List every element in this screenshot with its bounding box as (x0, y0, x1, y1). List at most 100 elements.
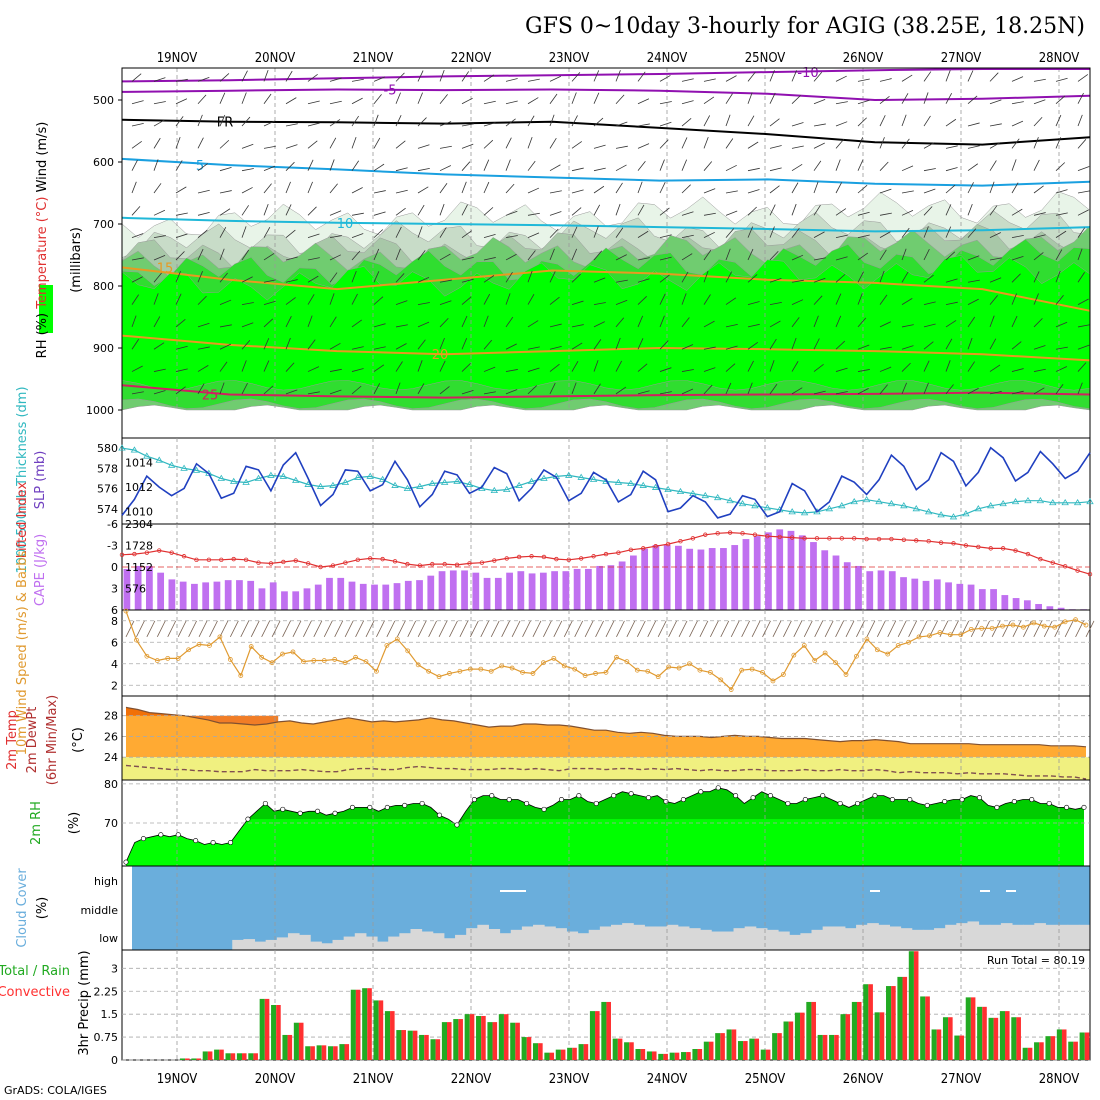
wind-barb (439, 203, 445, 216)
precip-total-bar (999, 1011, 1006, 1060)
precip-total-bar (897, 976, 903, 1060)
rh2m-point (820, 793, 826, 799)
rh2m-point (593, 800, 599, 806)
low-cloud-bar (666, 924, 679, 950)
wind-barb (989, 391, 1002, 395)
cape-bar (1023, 600, 1031, 610)
rh2m-fill (126, 819, 1084, 866)
wind-barb (549, 211, 562, 216)
wind-barb (659, 340, 669, 350)
thickness-line (121, 447, 1091, 518)
thickness-point (490, 486, 499, 494)
precip-total-bar (248, 1053, 254, 1060)
precip-total-bar (1056, 1029, 1062, 1060)
wind-barb (725, 138, 734, 149)
wind-barb (1077, 114, 1083, 127)
temp-tick-label: 24 (104, 751, 118, 764)
cape-bar (753, 536, 761, 610)
wind-barb (219, 92, 226, 104)
wind-barb (395, 72, 405, 82)
precip-conv-bar (743, 1041, 748, 1060)
wind-barb (989, 232, 1001, 239)
li-point (839, 536, 844, 541)
rh2m-point (924, 802, 930, 808)
wind-barb (527, 294, 535, 305)
cape-bar (866, 571, 874, 610)
wind-barb (439, 360, 446, 372)
wind-speed-point (520, 669, 525, 675)
precip-conv-bar (515, 1022, 520, 1060)
wind-barb (197, 365, 209, 372)
wind-barb (835, 340, 846, 350)
wind-barb (241, 383, 248, 395)
temp-tick-label: 28 (104, 710, 118, 723)
wind-barb (285, 144, 298, 149)
wind-barb (857, 293, 863, 305)
wind-barb (153, 272, 162, 283)
wind-barb (615, 337, 621, 350)
precip-conv-bar (948, 1017, 953, 1060)
wind-barb (428, 620, 437, 638)
precip-conv-bar (424, 1034, 429, 1060)
cloud-level-label: low (99, 932, 118, 945)
wind-barb (351, 385, 362, 395)
wind-barb (791, 254, 804, 261)
wind-barb (461, 181, 467, 194)
wind-barb (703, 294, 711, 305)
precip-total-bar (384, 1011, 391, 1060)
wind-barb (615, 254, 627, 261)
wind-speed-point (812, 658, 818, 663)
wind-barb (659, 234, 672, 239)
li-point (641, 546, 646, 551)
wind-speed-point (290, 649, 296, 655)
low-cloud-bar (833, 926, 846, 950)
li-point (442, 561, 447, 567)
wind-barb (553, 620, 563, 638)
low-cloud-bar (388, 936, 400, 950)
wind-barb (307, 391, 320, 395)
date-label: 23NOV (549, 1072, 590, 1087)
cape-bar (607, 565, 615, 610)
low-cloud-bar (633, 924, 645, 950)
wind-barb (461, 315, 468, 328)
wind-barb (549, 271, 556, 283)
precip-total-bar (658, 1053, 664, 1060)
thickness-point (651, 483, 660, 490)
precip-conv-bar (390, 1011, 395, 1060)
li-tick-label: 6 (111, 604, 118, 617)
wind-barb (769, 92, 776, 104)
wind-barb (747, 323, 760, 328)
thickness-point (118, 444, 126, 451)
wind-barb (307, 159, 314, 171)
wind-barb (263, 300, 276, 305)
wind-speed-point (1052, 624, 1058, 630)
wind-barb (593, 167, 606, 172)
wind-barb (637, 363, 648, 372)
wind-barb (131, 123, 144, 127)
precip-conv-bar (788, 1021, 794, 1060)
li-point (951, 541, 956, 546)
wind-barb (769, 320, 781, 328)
wind-barb (835, 138, 845, 149)
wind-barb (856, 620, 865, 638)
wind-barb (879, 231, 891, 238)
wind-barb (813, 277, 826, 283)
thickness-point (838, 502, 846, 509)
cape-bar (652, 545, 660, 610)
wind-barb (879, 294, 888, 305)
thickness-point (316, 482, 325, 489)
li-point (119, 552, 125, 558)
wind-speed-point (1000, 623, 1005, 629)
low-cloud-bar (276, 937, 289, 950)
wind-barb (813, 364, 824, 372)
li-tick-label: 3 (111, 583, 118, 596)
wind-barb (967, 182, 974, 194)
wind-barb (1011, 76, 1024, 82)
wind-barb (791, 182, 799, 194)
thickness-point (527, 477, 536, 484)
upper-air-panel: -10 -5 FR 5 10 15 20 25 500 600 700 800 900 1000 RH (%… (35, 66, 1091, 439)
wind-barb (219, 620, 229, 638)
wind-barb (703, 161, 713, 171)
rh2m-point (646, 795, 652, 801)
